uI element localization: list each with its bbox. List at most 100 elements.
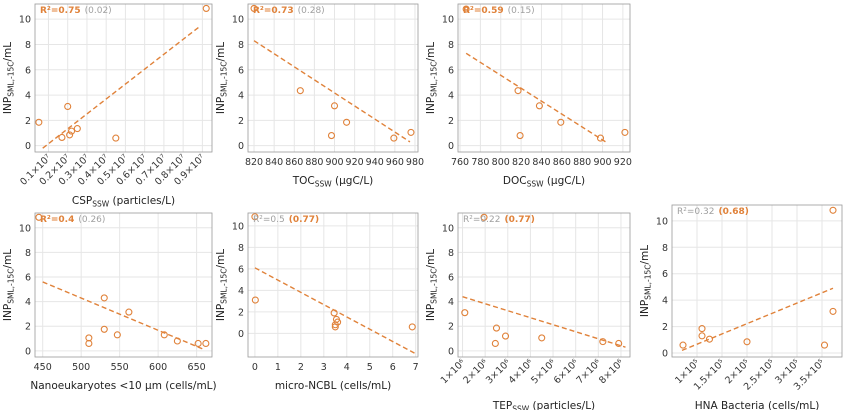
x-axis-label-sub: SSW <box>527 180 545 189</box>
y-axis-label-base: INP <box>215 304 227 321</box>
y-tick-label: 2 <box>25 322 31 333</box>
data-point <box>85 339 93 348</box>
data-point <box>535 102 543 110</box>
y-tick-label: 8 <box>25 40 31 51</box>
y-tick-label: 10 <box>19 15 31 26</box>
x-tick-label: 840 <box>265 157 283 168</box>
p-value: (0.02) <box>85 6 112 16</box>
r2-annotation: R²=0.75 (0.02) <box>40 6 112 16</box>
x-axis-label-sub: SSW <box>315 180 333 189</box>
data-point <box>64 102 72 111</box>
panel-7: 02468101×10⁵1.5×10⁵2×10⁵2.5×10⁵3×10⁵3.5×… <box>639 204 843 410</box>
r2-value: R²=0.4 <box>40 215 74 225</box>
y-axis-label-sub: SML,-15C <box>220 269 229 304</box>
x-tick-label: 8×10⁶ <box>597 357 626 386</box>
r2-value: R²=0.5 <box>253 215 285 225</box>
x-axis-label: Nanoeukaryotes <10 μm (cells/mL) <box>30 380 216 392</box>
y-axis-label-sub: SML,-15C <box>220 62 229 97</box>
gridlines <box>248 213 418 357</box>
data-point <box>160 331 168 339</box>
data-point <box>743 338 751 346</box>
y-axis-label-rest: /mL <box>425 249 437 269</box>
x-tick-label: 600 <box>149 362 167 373</box>
y-axis-label-base: INP <box>425 304 437 321</box>
data-point <box>407 128 415 136</box>
x-tick-label: 7 <box>413 362 419 373</box>
plot-frame <box>247 3 419 153</box>
y-tick-label: 8 <box>238 243 244 254</box>
panel-2: 0 2 4 6 8 10 820 840 860 880 900 920 940 960 980 R²=0.7… <box>215 3 424 189</box>
x-tick-label: 820 <box>512 157 530 168</box>
data-point <box>501 332 510 340</box>
data-point <box>296 87 304 95</box>
y-axis-label: INPSML,-15C/mL <box>215 42 229 114</box>
data-point <box>100 294 108 302</box>
data-point <box>829 206 837 214</box>
data-point <box>390 134 398 142</box>
data-point <box>698 332 706 340</box>
plot-frame <box>34 3 213 153</box>
y-axis-label-base: INP <box>2 304 14 321</box>
x-tick-label: 3 <box>321 362 327 373</box>
gridlines <box>35 213 212 357</box>
x-tick-label: 4 <box>344 362 350 373</box>
y-tick-label: 0 <box>25 141 31 152</box>
y-tick-label: 4 <box>448 91 454 102</box>
trend-line <box>253 40 411 143</box>
data-point <box>58 133 66 142</box>
data-point <box>492 324 501 332</box>
data-point <box>491 339 499 348</box>
data-point <box>705 335 714 343</box>
data-point <box>343 118 351 126</box>
x-tick-label: 880 <box>305 157 323 168</box>
y-axis-label: INPSML,-15C/mL <box>215 249 229 321</box>
y-tick-label: 4 <box>25 91 31 102</box>
y-tick-label: 0 <box>25 346 31 357</box>
r2-annotation: R²=0.22 (0.77) <box>463 215 535 225</box>
y-tick-label: 6 <box>238 65 244 76</box>
y-tick-label: 10 <box>442 223 454 234</box>
x-tick-label: 500 <box>72 362 90 373</box>
x-tick-label: 760 <box>451 157 469 168</box>
plot-frame <box>34 212 213 358</box>
plot-frame <box>457 3 631 153</box>
data-point <box>679 341 687 349</box>
data-point <box>621 128 629 136</box>
data-point <box>327 132 336 140</box>
x-axis-label: CSPSSW (particles/L) <box>72 195 175 209</box>
y-tick-label: 6 <box>662 269 668 280</box>
trend-line <box>42 26 199 149</box>
x-tick-label: 860 <box>285 157 303 168</box>
y-axis-label-sub: SML,-15C <box>7 62 16 97</box>
y-tick-label: 8 <box>448 40 454 51</box>
y-tick-label: 2 <box>448 116 454 127</box>
y-axis-label-base: INP <box>215 97 227 114</box>
trend-line <box>681 287 834 352</box>
y-axis-label-rest: /mL <box>2 42 14 62</box>
r2-annotation: R²=0.5 (0.77) <box>253 215 319 225</box>
data-point <box>462 5 470 13</box>
y-axis-label-sub: SML,-15C <box>430 269 439 304</box>
x-tick-label: 940 <box>366 157 384 168</box>
y-tick-label: 8 <box>25 248 31 259</box>
data-point <box>461 309 469 317</box>
x-tick-label: 920 <box>614 157 632 168</box>
data-point <box>113 331 121 339</box>
r2-value: R²=0.75 <box>40 6 81 16</box>
data-point <box>68 127 76 135</box>
y-axis-label-rest: /mL <box>215 249 227 269</box>
x-axis-label-base: TEP <box>492 400 512 410</box>
x-axis-label-base: micro-NCBL (cells/mL) <box>275 380 391 392</box>
data-point <box>202 4 210 12</box>
data-point <box>596 134 605 142</box>
panel-3: 0 2 4 6 8 10 760 780 800 820 840 860 880 900 920 R²=0.5… <box>425 3 632 189</box>
x-tick-label: 0 <box>252 362 258 373</box>
x-tick-label: 960 <box>386 157 404 168</box>
r2-annotation: R²=0.32 (0.68) <box>677 207 749 217</box>
x-axis-label-sub: SSW <box>512 405 530 410</box>
data-point <box>73 125 81 133</box>
x-axis-label-base: Nanoeukaryotes <10 μm (cells/mL) <box>30 380 216 392</box>
x-axis-label-rest: (particles/L) <box>109 195 175 207</box>
y-tick-label: 6 <box>448 65 454 76</box>
data-point <box>516 132 524 140</box>
